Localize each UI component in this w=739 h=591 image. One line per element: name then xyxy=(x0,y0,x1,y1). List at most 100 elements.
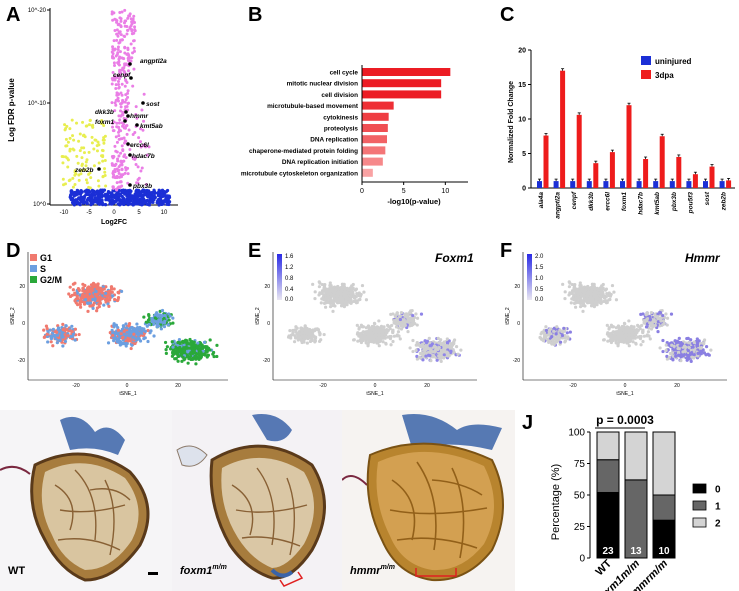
tsne-cell xyxy=(51,327,56,331)
tsne-cell xyxy=(421,358,425,362)
tsne-cell xyxy=(648,314,652,319)
tsne-cell xyxy=(116,328,121,332)
tsne-cell xyxy=(664,348,668,353)
bar-uninjured xyxy=(537,181,542,188)
tsne-cell xyxy=(449,350,453,355)
volcano-point xyxy=(117,154,121,158)
tsne-cell xyxy=(179,353,183,357)
volcano-point xyxy=(159,201,163,205)
tsne-cell xyxy=(633,333,637,337)
tsne-cell xyxy=(411,338,415,343)
volcano-point xyxy=(101,155,105,159)
volcano-point xyxy=(88,171,92,175)
volcano-point xyxy=(122,116,126,120)
volcano-point xyxy=(115,167,119,171)
tsne-cell xyxy=(73,299,77,303)
tsne-cell xyxy=(83,289,87,293)
tsne-cell xyxy=(146,339,150,344)
tsne-cell xyxy=(119,341,123,345)
tsne-cell xyxy=(108,331,112,335)
volcano-point xyxy=(136,192,140,196)
tsne-cell xyxy=(699,345,704,350)
tsne-cell xyxy=(575,289,579,293)
volcano-point xyxy=(66,140,70,144)
volcano-point xyxy=(115,28,119,32)
tsne-cell xyxy=(426,346,430,351)
volcano-xtick: -5 xyxy=(86,210,92,216)
volcano-point xyxy=(63,123,67,127)
highlighted-gene-point xyxy=(128,153,132,157)
tsne-cell xyxy=(331,303,335,308)
tsne-cell xyxy=(439,338,443,342)
tsne-cell xyxy=(353,288,358,292)
tsne-cell xyxy=(159,315,164,319)
tsne-cell xyxy=(150,317,154,321)
tsne-cell xyxy=(192,350,196,355)
tsne-cell xyxy=(668,351,673,356)
tsne-cell xyxy=(355,291,359,296)
volcano-point xyxy=(113,199,117,203)
tsne-cell xyxy=(631,340,635,344)
tsne-cell xyxy=(305,331,309,336)
volcano-point xyxy=(113,109,117,113)
tsne-cell xyxy=(357,293,361,298)
tsne-cell xyxy=(567,293,571,297)
tsne-cell xyxy=(607,327,611,331)
tsne-cell xyxy=(96,297,100,302)
tsne-cell xyxy=(420,343,424,347)
volcano-point xyxy=(147,189,151,193)
tsne-cell xyxy=(206,353,211,357)
volcano-point xyxy=(95,192,99,196)
c-category-label: sost xyxy=(704,191,711,205)
tsne-cell xyxy=(364,341,368,345)
volcano-point xyxy=(125,80,129,84)
volcano-point xyxy=(115,38,119,42)
tsne-cell xyxy=(406,315,410,320)
b-xtick: 5 xyxy=(402,188,406,195)
volcano-point xyxy=(140,166,144,170)
volcano-point xyxy=(113,168,117,172)
volcano-xtick: -10 xyxy=(60,210,69,216)
tsne-cell xyxy=(445,337,449,341)
volcano-point xyxy=(71,134,75,138)
tsne-cell xyxy=(690,350,694,355)
tsne-cell xyxy=(291,328,295,333)
volcano-point xyxy=(114,149,118,153)
tsne-cell xyxy=(94,289,98,294)
volcano-ytick: 10^-10 xyxy=(28,101,47,107)
volcano-point xyxy=(110,197,114,202)
tsne-cell xyxy=(124,344,128,348)
tsne-cell xyxy=(375,341,379,345)
volcano-point xyxy=(72,138,76,142)
tsne-cell xyxy=(147,322,151,327)
tsne-cell xyxy=(129,346,133,351)
volcano-point xyxy=(69,189,74,193)
c-category-label: ercc6l xyxy=(604,192,611,211)
volcano-point xyxy=(111,52,115,56)
tsne-cell xyxy=(176,359,180,363)
bar-uninjured xyxy=(669,181,675,188)
volcano-point xyxy=(114,162,118,166)
volcano-point xyxy=(113,101,117,105)
tsne-cell xyxy=(434,345,438,349)
volcano-point xyxy=(122,154,126,158)
tsne-cell xyxy=(641,339,645,344)
tsne-cell xyxy=(563,296,567,301)
tsne-cell xyxy=(73,293,77,297)
tsne-cell xyxy=(629,337,633,341)
tsne-cell xyxy=(634,342,638,346)
c-category-label: ala4a xyxy=(538,192,545,209)
tsne-cell xyxy=(167,318,171,322)
tsne-cell xyxy=(445,340,450,345)
tsne-cell xyxy=(79,305,83,309)
tsne-cell xyxy=(81,289,85,293)
tsne-cell xyxy=(60,332,64,336)
tsne-cell xyxy=(190,342,194,346)
tsne-cell xyxy=(197,356,201,360)
tsne-cell xyxy=(108,295,112,300)
tsne-cell xyxy=(51,331,55,335)
tsne-cell xyxy=(318,281,322,285)
volcano-point xyxy=(117,86,121,90)
volcano-ytick: 10^-20 xyxy=(28,8,47,14)
volcano-point xyxy=(118,30,122,34)
